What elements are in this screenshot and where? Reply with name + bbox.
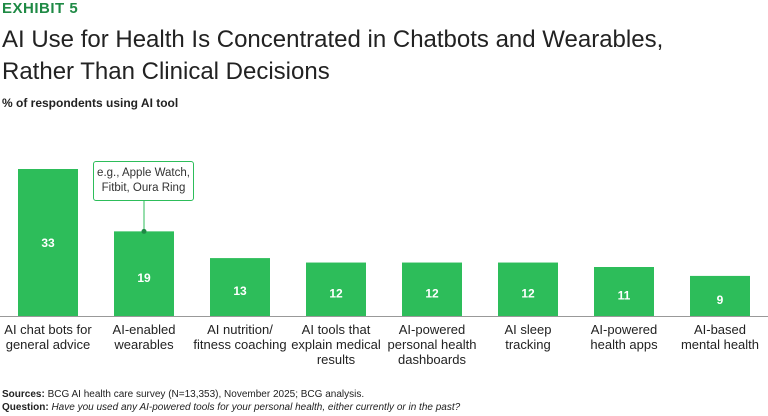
value-label: 33 — [41, 236, 55, 250]
sources-text: BCG AI health care survey (N=13,353), No… — [47, 389, 365, 400]
question: Question: Have you used any AI-powered t… — [2, 401, 460, 414]
category-label: AI-powered health apps — [590, 322, 658, 352]
category-label: AI tools that explain medical results — [291, 322, 381, 367]
bar — [498, 262, 558, 316]
category-label: AI-enabled wearables — [112, 322, 176, 352]
bar — [594, 267, 654, 316]
value-label: 12 — [329, 286, 343, 300]
exhibit-label: EXHIBIT 5 — [2, 0, 79, 17]
category-label: AI-based mental health — [680, 322, 760, 352]
annotation-dot — [141, 228, 147, 234]
footer: Sources: BCG AI health care survey (N=13… — [2, 388, 460, 414]
value-label: 12 — [425, 286, 439, 300]
value-label: 19 — [137, 271, 151, 285]
bar — [306, 262, 366, 316]
value-label: 12 — [521, 286, 535, 300]
chart-subtitle: % of respondents using AI tool — [2, 96, 179, 110]
category-label: AI chat bots for general advice — [4, 322, 92, 352]
annotation: e.g., Apple Watch, Fitbit, Oura Ring — [93, 161, 194, 201]
value-label: 11 — [618, 289, 631, 303]
question-label: Question: — [2, 402, 49, 413]
sources-label: Sources: — [2, 389, 45, 400]
category-label: AI nutrition/ fitness coaching — [193, 322, 287, 352]
bar — [18, 169, 78, 316]
bar — [402, 262, 462, 316]
category-label: AI sleep tracking — [504, 322, 552, 352]
value-label: 9 — [717, 293, 724, 307]
question-text: Have you used any AI-powered tools for y… — [51, 402, 461, 413]
bar — [114, 231, 174, 316]
chart-title: AI Use for Health Is Concentrated in Cha… — [2, 26, 664, 85]
bar — [210, 258, 270, 316]
sources: Sources: BCG AI health care survey (N=13… — [2, 388, 460, 401]
category-label: AI-powered personal health dashboards — [387, 322, 477, 367]
bar — [690, 275, 750, 316]
value-label: 13 — [233, 284, 247, 298]
